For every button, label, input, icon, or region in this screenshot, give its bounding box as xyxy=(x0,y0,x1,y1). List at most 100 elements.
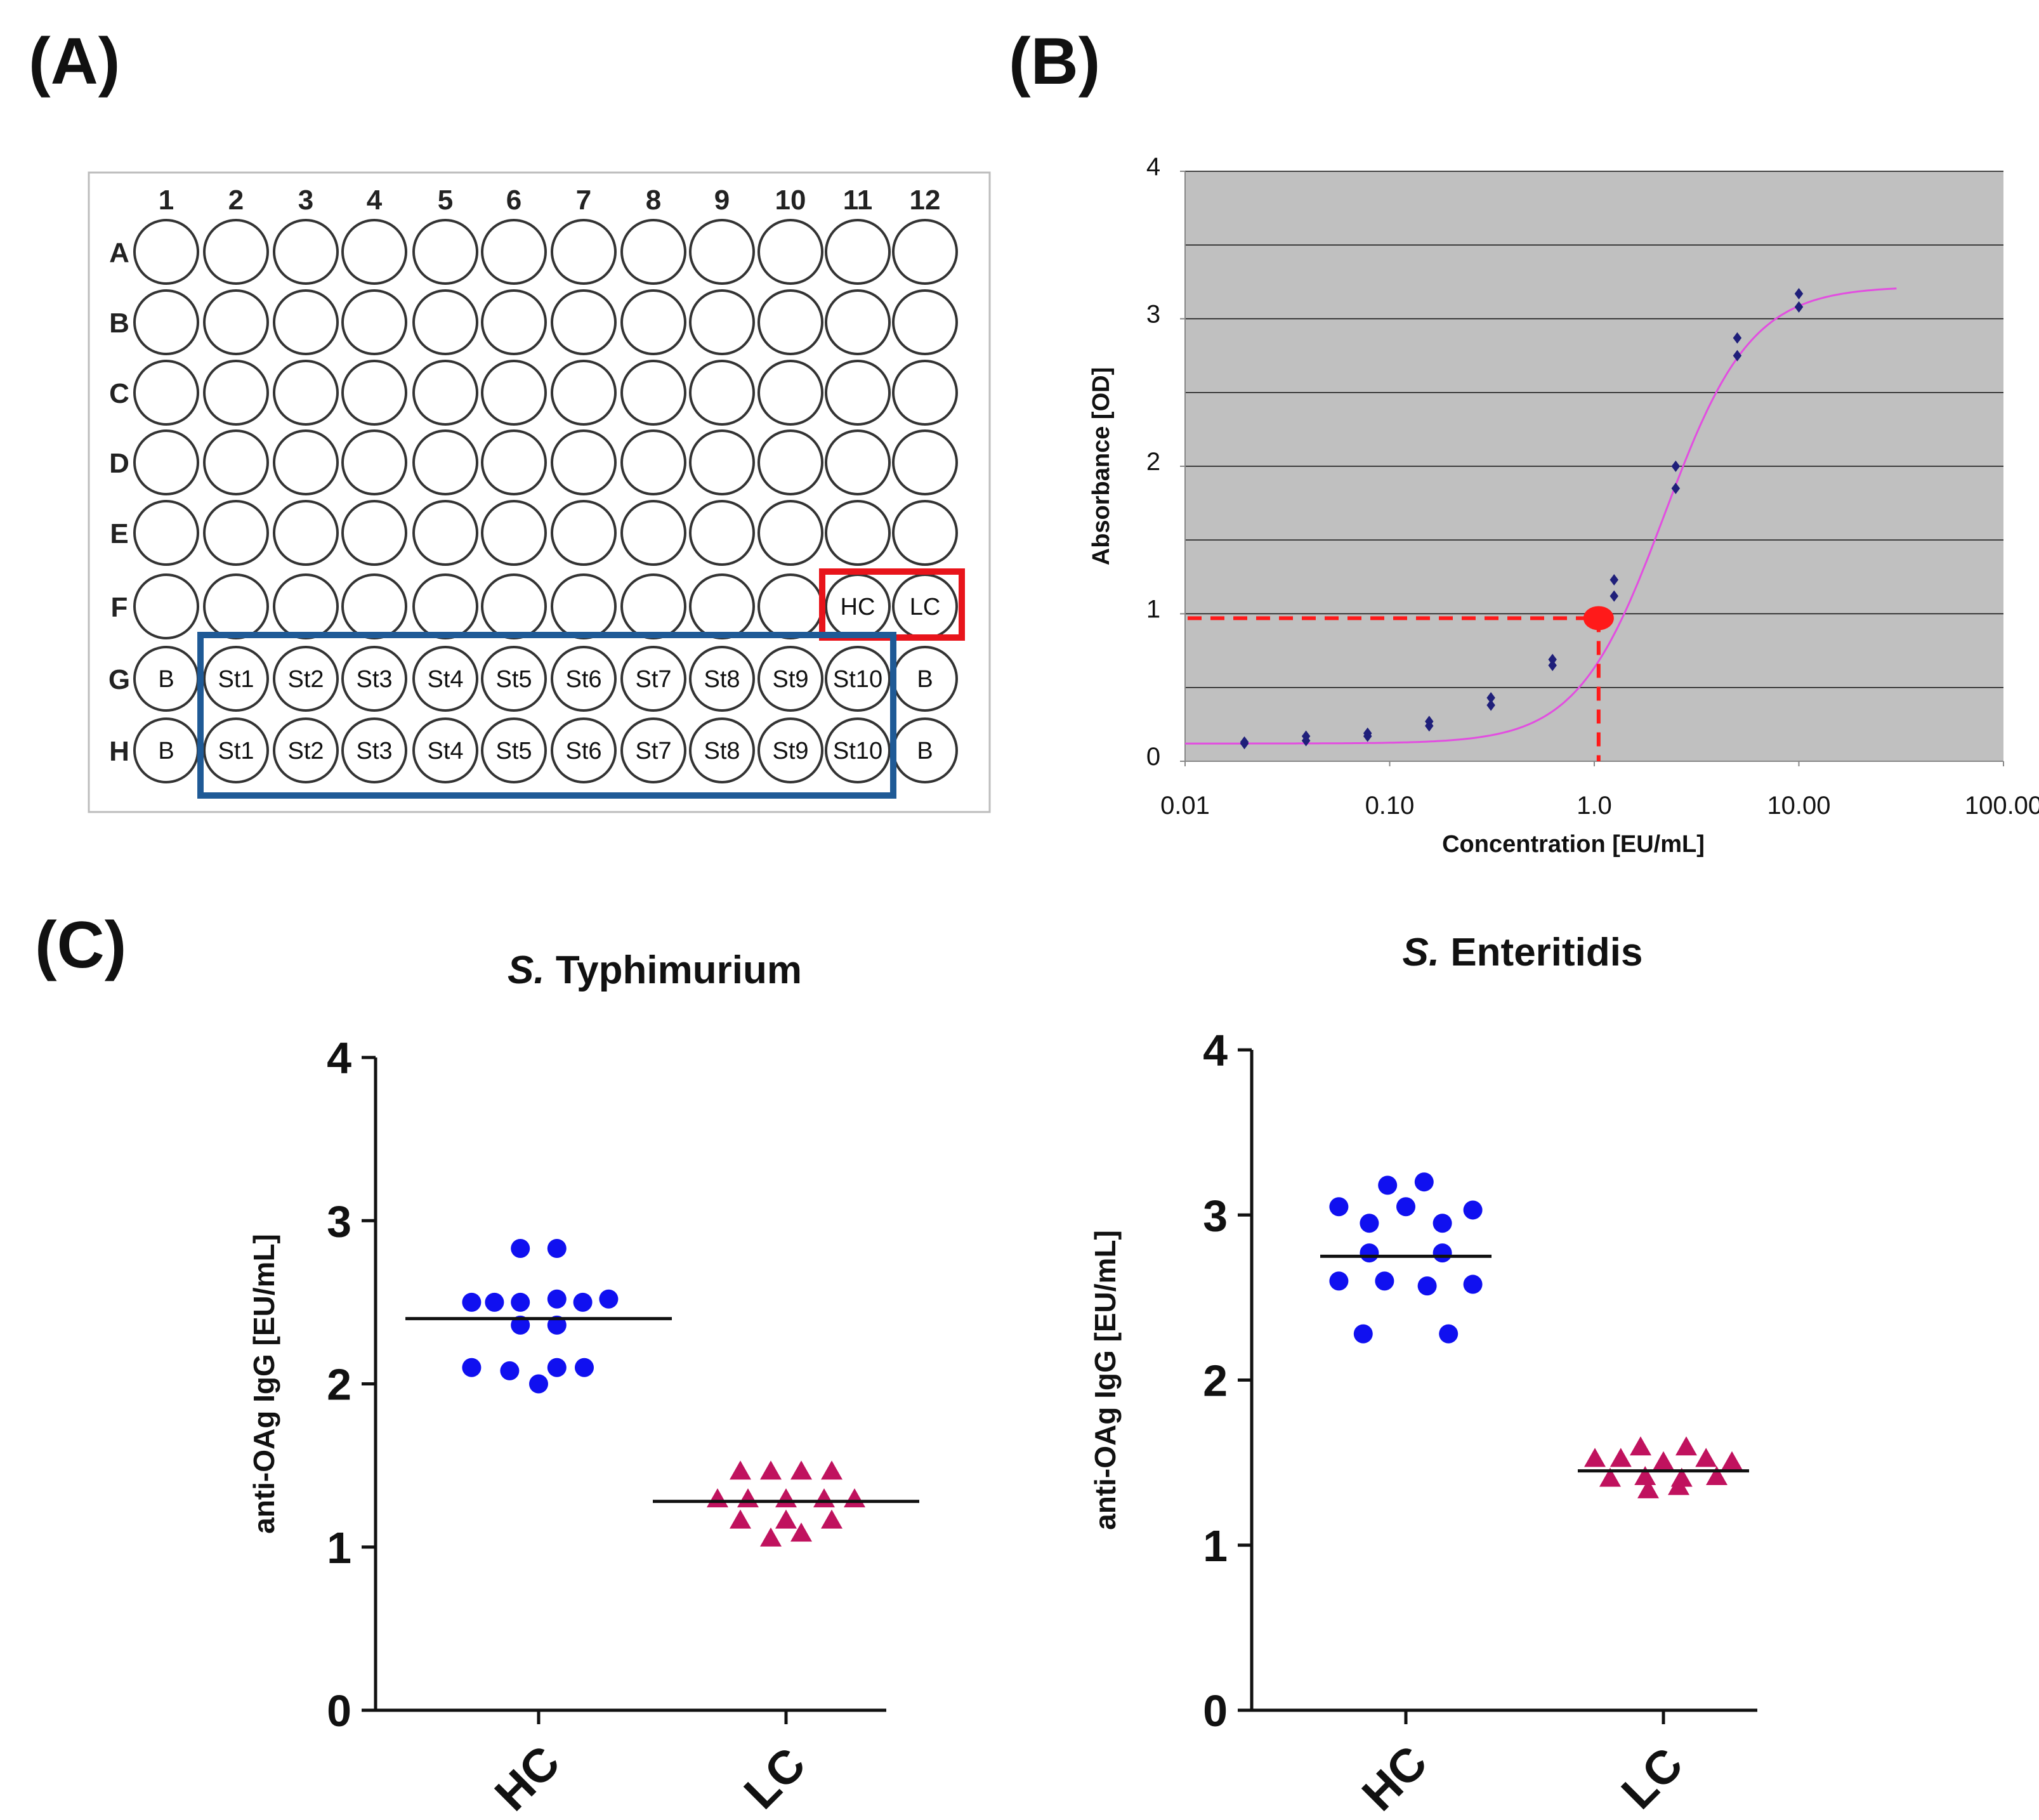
plate-well xyxy=(412,500,478,566)
data-point-hc xyxy=(1414,1172,1434,1192)
y-tick-label: 3 xyxy=(1203,1191,1228,1240)
plate-column-label: 10 xyxy=(775,185,806,216)
data-point-lc xyxy=(821,1509,842,1529)
plate-well xyxy=(620,429,686,495)
plate-column-label: 7 xyxy=(576,185,591,216)
y-tick-label: 4 xyxy=(1146,153,1160,181)
plate-well xyxy=(203,289,269,355)
plate-well xyxy=(412,219,478,285)
data-point-hc xyxy=(500,1361,520,1380)
gridlines xyxy=(1185,171,2003,688)
data-point-hc xyxy=(1433,1243,1452,1263)
chart-title-species: Typhimurium xyxy=(556,948,802,992)
plate-well xyxy=(133,573,199,639)
panel-label-b: (B) xyxy=(1009,25,1100,98)
plate-well xyxy=(689,717,755,783)
plate-column-label: 8 xyxy=(646,185,661,216)
category-label-hc: HC xyxy=(1352,1736,1437,1820)
plate-well xyxy=(412,717,478,783)
y-tick-label: 2 xyxy=(1203,1356,1228,1406)
interpolated-point xyxy=(1583,606,1614,631)
data-point-hc xyxy=(1353,1324,1373,1344)
plate-row-label: D xyxy=(109,448,129,479)
x-tick-label: 10.00 xyxy=(1767,792,1830,820)
well-label: St5 xyxy=(495,666,532,693)
well-label: St2 xyxy=(287,738,324,764)
well-label: B xyxy=(917,666,933,693)
data-point-lc xyxy=(1584,1448,1606,1467)
plate-well xyxy=(481,360,547,426)
interpolation-guides xyxy=(1188,606,1614,761)
data-point-hc xyxy=(547,1315,567,1335)
well-label: St3 xyxy=(356,738,392,764)
y-tick-label: 0 xyxy=(1146,743,1160,771)
well-label: B xyxy=(917,738,933,764)
plate-well xyxy=(757,717,823,783)
standard-point xyxy=(1733,332,1742,344)
plate-row-label: F xyxy=(111,592,128,623)
plate-well xyxy=(689,429,755,495)
well-label: St7 xyxy=(635,738,671,764)
data-point-hc xyxy=(462,1358,482,1377)
y-axis-label: Absorbance [OD] xyxy=(1088,367,1115,565)
plate-row-label: C xyxy=(109,378,129,409)
y-tick-label: 1 xyxy=(1146,596,1160,624)
plate-well xyxy=(481,646,547,712)
plate-column-labels: 1 2 3 4 5 6 7 8 9 10 11 12 xyxy=(159,185,941,216)
data-point-lc xyxy=(1675,1436,1697,1456)
y-tick-labels: 0 1 2 3 4 xyxy=(1146,153,1185,771)
data-point-lc xyxy=(1599,1467,1621,1487)
plate-row-labels: A B C D E F G H xyxy=(108,237,130,767)
plate-well xyxy=(825,717,891,783)
plate-column-label: 11 xyxy=(843,185,873,216)
well-label: St10 xyxy=(833,738,882,764)
plate-well xyxy=(412,429,478,495)
data-point-hc xyxy=(1463,1200,1483,1220)
data-point-lc xyxy=(1630,1436,1651,1456)
data-point-lc xyxy=(1695,1448,1717,1467)
y-tick-label: 0 xyxy=(1203,1686,1228,1736)
well-label: St4 xyxy=(427,666,463,693)
plate-well xyxy=(689,646,755,712)
data-point-lc xyxy=(821,1460,842,1480)
standard-point xyxy=(1486,692,1495,704)
plate-well xyxy=(273,219,339,285)
standard-point xyxy=(1610,574,1619,586)
plate-well xyxy=(757,500,823,566)
plate-well xyxy=(892,219,958,285)
y-tick-label: 4 xyxy=(1203,1026,1228,1075)
plate-well xyxy=(481,289,547,355)
plate-column-label: 2 xyxy=(228,185,244,216)
plate-well xyxy=(481,429,547,495)
data-point-lc xyxy=(730,1460,751,1480)
data-point-lc xyxy=(1610,1448,1632,1467)
data-point-lc xyxy=(730,1509,751,1529)
data-point-hc xyxy=(1329,1271,1349,1291)
y-tick-label: 0 xyxy=(327,1686,351,1736)
plate-well xyxy=(620,360,686,426)
standard-point xyxy=(1425,716,1434,728)
data-point-hc xyxy=(1360,1243,1379,1263)
data-point-hc xyxy=(1329,1197,1349,1217)
x-tick-labels: 0.01 0.10 1.0 10.00 100.00 xyxy=(1160,761,2039,820)
plate-well xyxy=(412,646,478,712)
plate-well xyxy=(341,500,407,566)
panel-label-a: (A) xyxy=(29,25,120,98)
plate-column-label: 9 xyxy=(714,185,730,216)
well-label: B xyxy=(158,666,174,693)
plate-well xyxy=(133,360,199,426)
plate-well xyxy=(551,717,617,783)
plate-well xyxy=(620,289,686,355)
plate-well xyxy=(412,360,478,426)
data-point-hc xyxy=(575,1358,594,1377)
panel-label-c: (C) xyxy=(35,908,126,982)
y-axis-label: anti-OAg IgG [EU/mL] xyxy=(247,1234,280,1534)
well-label: St8 xyxy=(704,738,740,764)
plate-well xyxy=(481,573,547,639)
plate-well xyxy=(620,500,686,566)
plate-well xyxy=(551,573,617,639)
plate-well xyxy=(689,573,755,639)
plate-well xyxy=(481,500,547,566)
data-point-lc xyxy=(1634,1466,1656,1486)
plate-well xyxy=(133,500,199,566)
